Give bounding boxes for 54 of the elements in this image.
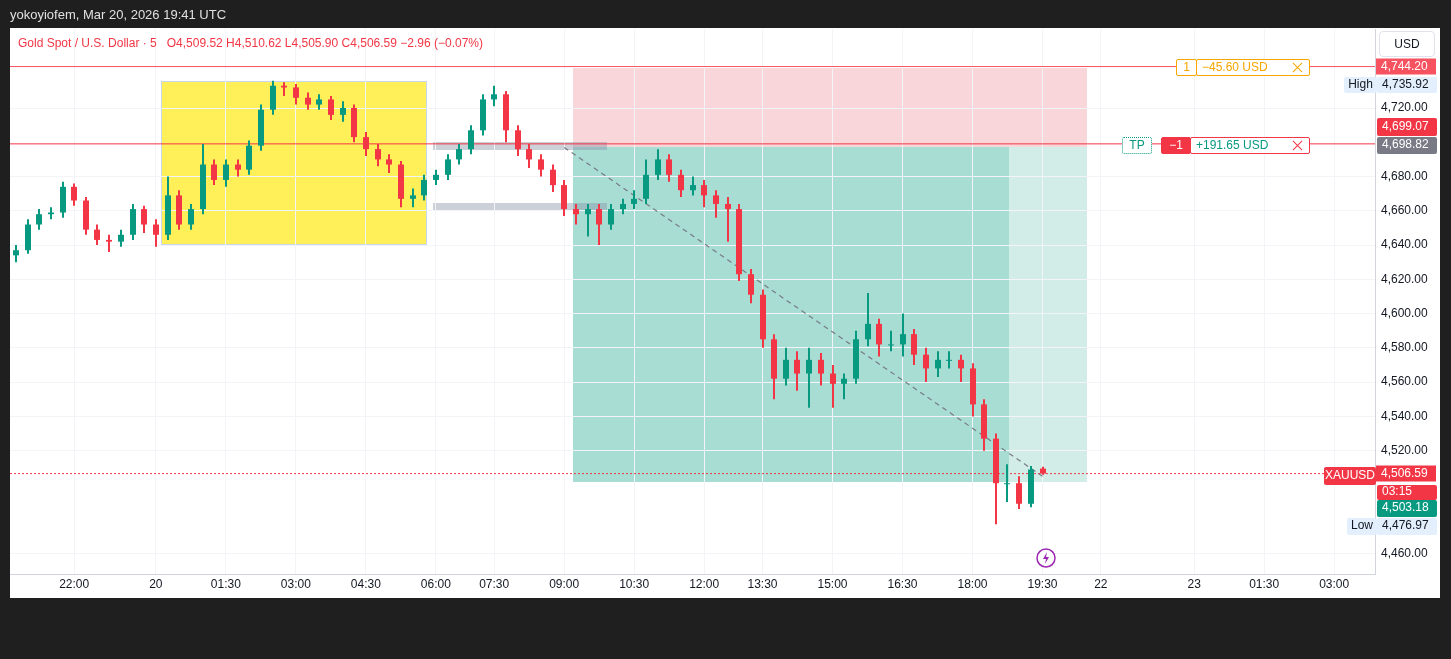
x-tick-label: 16:30	[887, 576, 918, 591]
text: yokoyiofem, Mar 20, 2026 19:41 UTC	[10, 7, 227, 22]
x-tick-label: 12:00	[689, 576, 720, 591]
x-tick-label: 01:30	[1249, 576, 1280, 591]
label-box: 4,735.92	[1377, 77, 1437, 93]
x-tick-label: 01:30	[210, 576, 242, 591]
label-box: TP	[1122, 137, 1152, 154]
x-tick-label: 20	[149, 576, 163, 591]
y-axis-title: USD	[1379, 31, 1435, 57]
label-box: −45.60 USD	[1196, 59, 1310, 76]
x-tick-label: 10:30	[619, 576, 650, 591]
y-tick-label: 4,580.00	[1381, 340, 1429, 355]
label-box: Low	[1347, 518, 1377, 535]
candlestick	[888, 330, 894, 352]
y-tick-label: 4,680.00	[1381, 168, 1429, 183]
x-tick-label: 18:00	[957, 576, 988, 591]
y-tick-label: 4,720.00	[1381, 100, 1429, 115]
ref-line-label: 4,744.20	[1381, 58, 1429, 73]
y-tick-label: 4,660.00	[1381, 203, 1429, 218]
x-tick-label: 07:30	[479, 576, 510, 591]
label-box: +191.65 USD	[1190, 137, 1310, 154]
x-tick-label: 04:30	[350, 576, 382, 591]
x-tick-label: 06:00	[420, 576, 452, 591]
x-tick-label: 03:00	[1319, 576, 1350, 591]
x-tick-label: 23	[1187, 576, 1202, 591]
x-tick-label: 03:00	[280, 576, 312, 591]
label-box: 4,476.97	[1377, 518, 1437, 535]
x-tick-label: 15:00	[817, 576, 848, 591]
label-box: 4,698.82	[1377, 137, 1437, 154]
label-box: 03:15	[1377, 485, 1437, 500]
text: O4,509.52 H4,510.62 L4,505.90 C4,506.59 −2.96 (−0.07%)	[166, 36, 483, 50]
x-tick-label: 09:00	[549, 576, 580, 591]
x-tick-label: 19:30	[1027, 576, 1058, 591]
y-tick-label: 4,520.00	[1381, 442, 1429, 457]
x-tick-label: 13:30	[747, 576, 778, 591]
text: Gold Spot / U.S. Dollar · 5	[18, 36, 157, 50]
y-tick-label: 4,540.00	[1381, 408, 1429, 423]
label-box: 1	[1176, 59, 1197, 76]
x-tick-label: 22:00	[59, 576, 90, 591]
x-tick-label: 22	[1094, 576, 1108, 591]
label-box: −1	[1161, 137, 1191, 154]
y-tick-label: 4,640.00	[1381, 237, 1429, 252]
label-box: High	[1344, 77, 1377, 93]
candlestick	[725, 197, 731, 242]
y-tick-label: 4,620.00	[1381, 271, 1429, 286]
y-tick-label: 4,560.00	[1381, 374, 1429, 389]
label-box: XAUUSD	[1324, 467, 1376, 485]
candlestick	[1004, 464, 1010, 503]
label-box: 4,503.18	[1377, 500, 1437, 517]
label-box: 4,699.07	[1377, 118, 1437, 136]
y-tick-label: 4,600.00	[1381, 305, 1429, 320]
candlestick	[946, 351, 952, 369]
y-tick-label: 4,460.00	[1381, 545, 1429, 560]
ref-line-label: 4,506.59	[1381, 465, 1429, 480]
